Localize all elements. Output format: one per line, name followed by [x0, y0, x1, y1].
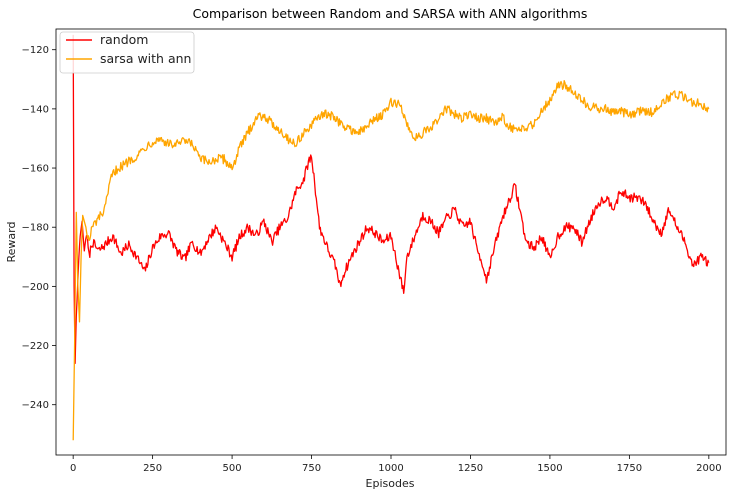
x-tick-label: 0 — [70, 463, 76, 474]
x-tick-label: 750 — [302, 463, 321, 474]
series-line-1 — [72, 80, 710, 441]
y-tick-label: −180 — [22, 223, 49, 234]
legend: random sarsa with ann — [59, 31, 195, 74]
x-tick-label: 1250 — [458, 463, 483, 474]
y-tick-label: −160 — [22, 164, 49, 175]
y-tick-label: −220 — [22, 341, 49, 352]
y-tick-label: −120 — [22, 45, 49, 56]
x-tick-label: 1500 — [537, 463, 562, 474]
y-tick-label: −140 — [22, 104, 49, 115]
legend-label-1: sarsa with ann — [100, 51, 191, 66]
legend-box — [59, 31, 195, 74]
legend-label-0: random — [100, 32, 148, 47]
series-layer — [72, 34, 710, 441]
y-tick-label: −240 — [22, 400, 49, 411]
x-tick-label: 500 — [223, 463, 242, 474]
series-line-0 — [72, 34, 710, 364]
x-tick-label: 250 — [143, 463, 162, 474]
x-tick-label: 2000 — [696, 463, 721, 474]
axis-ticks: 0 250 500 750 1000 1250 1500 1750 2000 −240 −220 −2… — [22, 45, 722, 474]
x-tick-label: 1750 — [617, 463, 642, 474]
y-tick-label: −200 — [22, 282, 49, 293]
x-tick-label: 1000 — [378, 463, 403, 474]
chart-title: Comparison between Random and SARSA with… — [193, 6, 588, 21]
y-axis-label: Reward — [5, 222, 18, 263]
x-axis-label: Episodes — [366, 477, 415, 490]
